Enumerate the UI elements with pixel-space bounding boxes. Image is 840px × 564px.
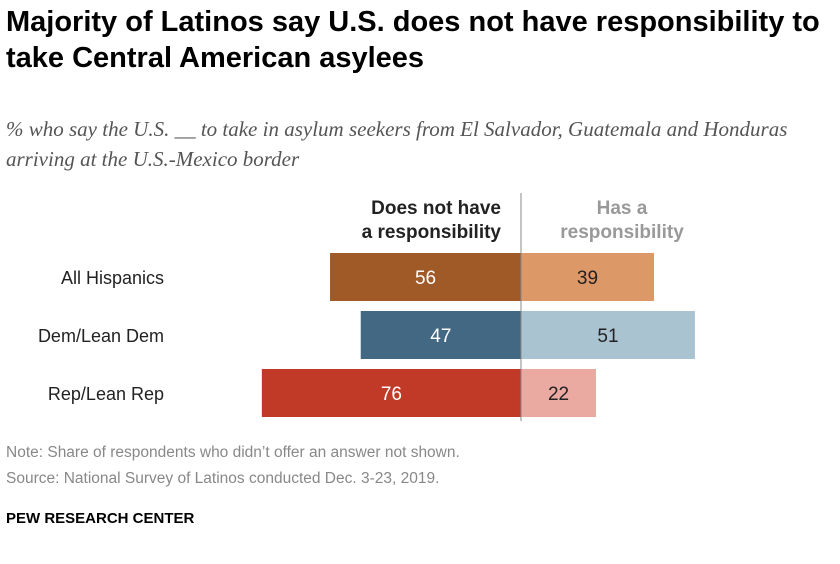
brand-logo-text: PEW RESEARCH CENTER	[6, 510, 195, 527]
bar-does-not-have	[360, 311, 521, 359]
bar-has	[521, 253, 654, 301]
category-label: Rep/Lean Rep	[48, 384, 164, 404]
data-label: 39	[577, 268, 598, 289]
series-header: a responsibility	[362, 222, 502, 243]
category-label: All Hispanics	[61, 268, 164, 288]
category-label: Dem/Lean Dem	[38, 326, 164, 346]
bar-does-not-have	[261, 369, 521, 417]
bar-does-not-have	[330, 253, 521, 301]
source-text: Source: National Survey of Latinos condu…	[6, 470, 440, 487]
series-header: responsibility	[560, 222, 684, 243]
bar-has	[521, 369, 597, 417]
data-label: 76	[381, 384, 402, 405]
bar-has	[521, 311, 695, 359]
note-text: Note: Share of respondents who didn’t of…	[6, 444, 460, 461]
data-label: 56	[415, 268, 436, 289]
data-label: 22	[548, 384, 569, 405]
notes: Note: Share of respondents who didn’t of…	[6, 440, 460, 492]
chart-title: Majority of Latinos say U.S. does not ha…	[6, 6, 820, 74]
data-label: 47	[430, 326, 451, 347]
diverging-bar-chart: Does not have a responsibility Has a respon…	[38, 193, 695, 421]
series-header: Has a	[597, 198, 648, 219]
data-label: 51	[597, 326, 618, 347]
chart-subtitle: % who say the U.S. __ to take in asylum …	[6, 117, 788, 171]
series-header: Does not have	[371, 198, 501, 219]
